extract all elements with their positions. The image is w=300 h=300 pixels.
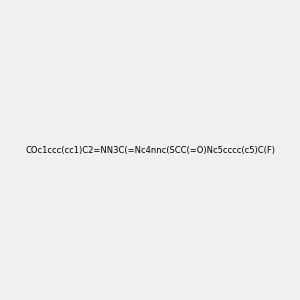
Text: COc1ccc(cc1)C2=NN3C(=Nc4nnc(SCC(=O)Nc5cccc(c5)C(F): COc1ccc(cc1)C2=NN3C(=Nc4nnc(SCC(=O)Nc5cc…	[25, 146, 275, 154]
